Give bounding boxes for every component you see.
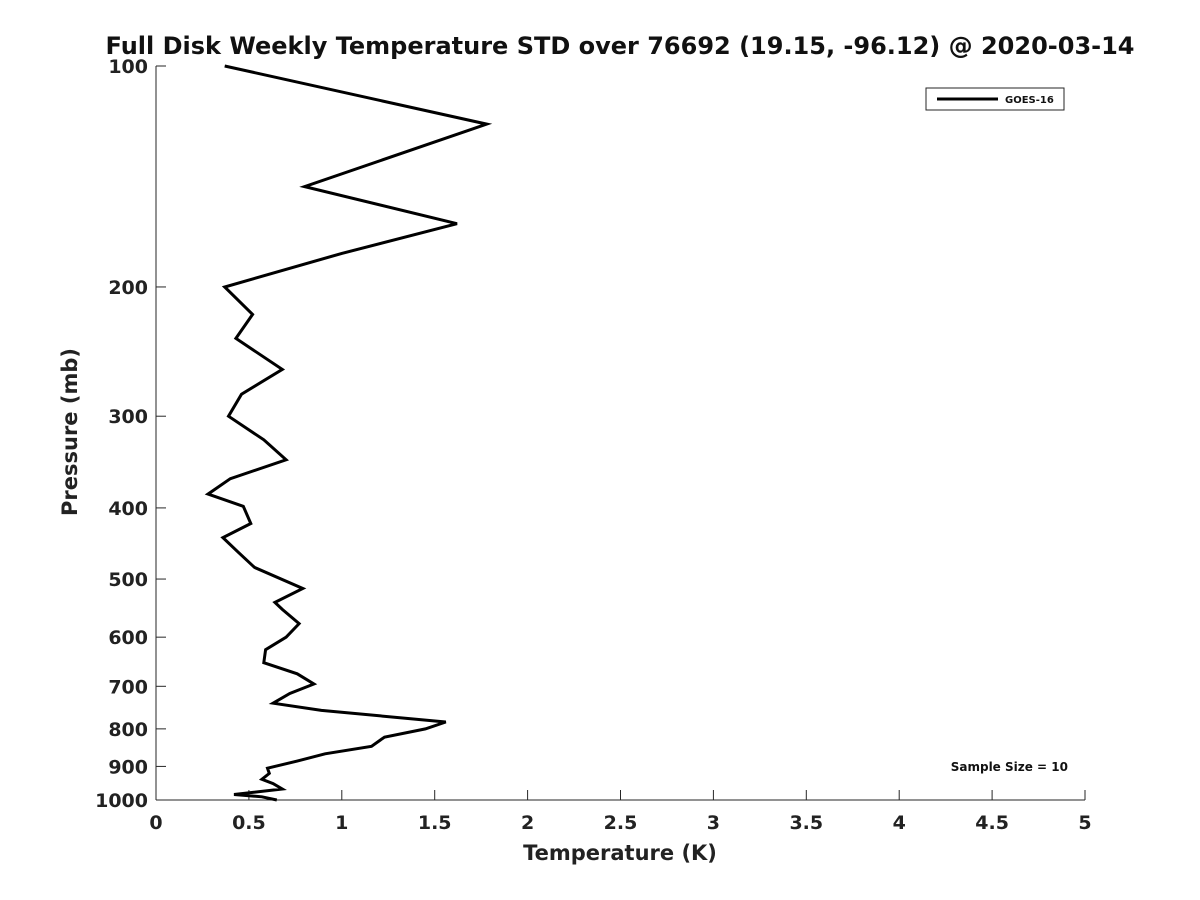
legend: GOES-16 bbox=[925, 87, 1065, 111]
y-tick-label: 700 bbox=[108, 676, 148, 698]
y-tick-label: 500 bbox=[108, 569, 148, 591]
y-tick-label: 200 bbox=[108, 277, 148, 299]
x-tick-label: 3.5 bbox=[789, 812, 823, 834]
y-tick-label: 100 bbox=[108, 56, 148, 78]
x-tick-label: 1 bbox=[335, 812, 348, 834]
y-tick-label: 600 bbox=[108, 627, 148, 649]
x-tick-label: 1.5 bbox=[418, 812, 452, 834]
series-line-goes-16 bbox=[204, 64, 493, 802]
y-tick-label: 1000 bbox=[95, 790, 148, 812]
y-tick-label: 300 bbox=[108, 406, 148, 428]
sample-size-annotation: Sample Size = 10 bbox=[951, 760, 1068, 774]
x-tick-label: 3 bbox=[707, 812, 720, 834]
y-tick-label: 800 bbox=[108, 719, 148, 741]
series-lines bbox=[204, 64, 493, 802]
x-tick-label: 0.5 bbox=[232, 812, 266, 834]
legend-entry-label: GOES-16 bbox=[1005, 95, 1054, 106]
y-axis-label: Pressure (mb) bbox=[58, 348, 82, 516]
axes: 0 0.5 1 1.5 2 2.5 3 3.5 4 4.5 5 100 200 300 400 500 600 7… bbox=[95, 56, 1092, 834]
x-tick-label: 4 bbox=[893, 812, 906, 834]
chart-title: Full Disk Weekly Temperature STD over 76… bbox=[106, 32, 1135, 60]
x-tick-label: 0 bbox=[149, 812, 162, 834]
x-tick-label: 2.5 bbox=[604, 812, 638, 834]
x-tick-label: 4.5 bbox=[975, 812, 1009, 834]
y-tick-label: 900 bbox=[108, 756, 148, 778]
y-tick-label: 400 bbox=[108, 498, 148, 520]
x-tick-label: 2 bbox=[521, 812, 534, 834]
x-axis-label: Temperature (K) bbox=[523, 841, 717, 865]
x-tick-label: 5 bbox=[1078, 812, 1091, 834]
